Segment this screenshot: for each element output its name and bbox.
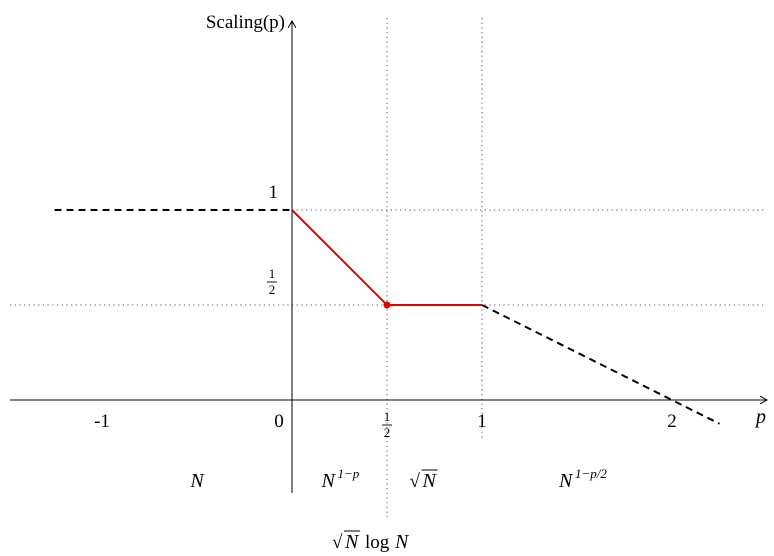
x-tick-label: 1	[477, 411, 487, 432]
fraction-numerator: 1	[269, 266, 276, 281]
marked-point	[383, 301, 391, 309]
boundary-n: N	[394, 531, 410, 553]
region-exponent: 1−p/2	[575, 466, 607, 481]
y-tick-labels: 112	[267, 182, 278, 297]
y-tick-label: 1	[269, 182, 279, 203]
boundary-log: log	[365, 532, 390, 553]
boundary-sqrt-sign: √	[332, 532, 343, 553]
fraction-denominator: 2	[269, 282, 276, 297]
x-axis-label: p	[754, 406, 766, 428]
y-axis-label: Scaling(p)	[206, 12, 285, 33]
fraction-numerator: 1	[384, 409, 391, 424]
x-tick-label: -1	[94, 411, 110, 432]
guide-lines	[10, 18, 766, 520]
series-line-3	[481, 304, 720, 425]
region-exponent: 1−p	[338, 466, 360, 481]
region-base: N	[189, 470, 205, 492]
x-tick-labels: -1 0 121 2	[94, 409, 677, 440]
region-label: √ N	[410, 469, 438, 492]
x-tick-label: 2	[667, 411, 677, 432]
fraction-denominator: 2	[384, 425, 391, 440]
region-label: N 1−p/2	[558, 466, 607, 492]
x-tick-label: 12	[382, 409, 392, 440]
y-tick-label: 12	[267, 266, 277, 297]
region-label: N 1−p	[321, 466, 360, 492]
region-base: N	[321, 470, 337, 492]
region-sqrt-sign: √	[410, 471, 421, 492]
region-label: N	[189, 470, 205, 492]
region-base: N	[558, 470, 574, 492]
series-group	[54, 209, 720, 425]
x-tick-label: 0	[274, 411, 284, 432]
boundary-radicand: N	[344, 531, 360, 553]
region-radicand: N	[422, 470, 438, 492]
